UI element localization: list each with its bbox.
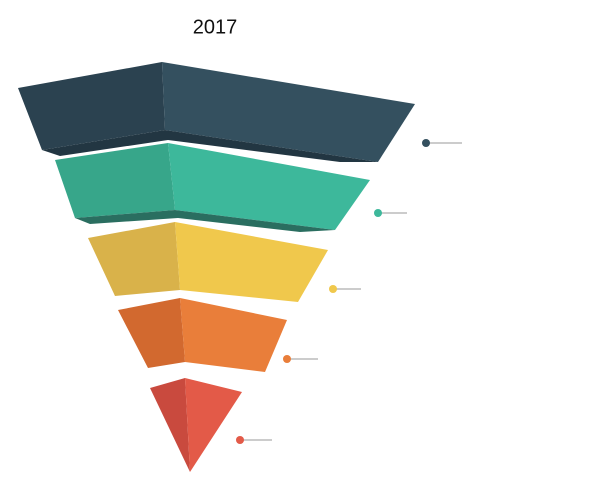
layer-right-face — [168, 143, 370, 230]
funnel-layer-1 — [18, 62, 415, 162]
title: 2017 — [193, 16, 238, 38]
layer-left-face — [18, 62, 165, 150]
layer-bottom — [75, 210, 335, 232]
pointer-1 — [422, 139, 462, 147]
pointer-dot — [283, 355, 291, 363]
layer-bottom — [42, 130, 378, 162]
layer-right-face — [162, 62, 415, 162]
funnel-layer-4 — [118, 298, 287, 372]
funnel-layer-2 — [55, 143, 370, 232]
pointer-5 — [236, 436, 272, 444]
layer-right-face — [180, 298, 287, 372]
layer-left-face — [118, 298, 185, 368]
layer-left-face — [55, 143, 175, 218]
pointer-2 — [374, 209, 407, 217]
pointer-dot — [236, 436, 244, 444]
layer-right-face — [185, 378, 242, 472]
layer-left-face — [150, 378, 190, 472]
layer-left-face — [88, 222, 180, 296]
funnel-layer-5 — [150, 378, 242, 472]
pointer-4 — [283, 355, 318, 363]
pointer-dot — [329, 285, 337, 293]
funnel-layer-3 — [88, 222, 328, 302]
pointer-dot — [422, 139, 430, 147]
layer-right-face — [175, 222, 328, 302]
pointer-dot — [374, 209, 382, 217]
pointer-3 — [329, 285, 361, 293]
